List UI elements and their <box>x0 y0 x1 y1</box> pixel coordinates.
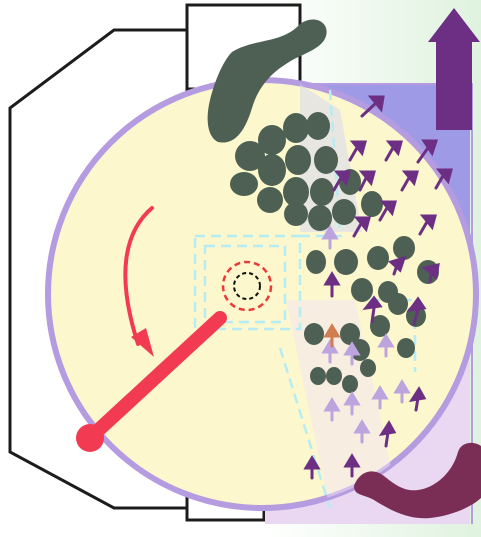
center-ring-black <box>233 272 261 300</box>
particle-cluster <box>207 19 439 393</box>
inflow-hook-arrow-icon <box>354 442 481 519</box>
center-ring-red <box>221 260 273 312</box>
rotor <box>76 311 227 452</box>
outflow-arrow-icon <box>428 8 480 130</box>
rotation-arrow-icon <box>123 206 154 357</box>
pink-wedge <box>286 300 400 508</box>
airflow-arrows <box>303 95 453 480</box>
accent-arrow <box>323 323 341 348</box>
